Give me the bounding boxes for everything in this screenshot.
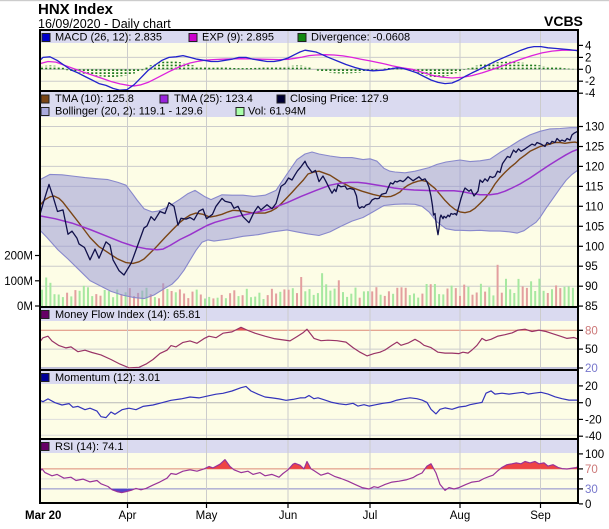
svg-text:105: 105 [585,221,604,233]
svg-text:Apr: Apr [119,510,137,522]
svg-text:0: 0 [585,64,591,76]
svg-text:0: 0 [585,398,591,410]
svg-text:115: 115 [585,181,603,193]
svg-text:70: 70 [585,464,598,476]
svg-text:Jun: Jun [279,510,298,522]
svg-text:85: 85 [585,301,598,313]
svg-text:2: 2 [585,52,591,64]
svg-text:100M: 100M [4,276,33,288]
svg-text:Closing Price: 127.9: Closing Price: 127.9 [290,93,388,105]
svg-text:Momentum (12): 3.01: Momentum (12): 3.01 [55,372,160,384]
svg-text:Aug: Aug [450,510,470,522]
svg-text:-4: -4 [585,88,596,100]
svg-text:Money Flow Index (14): 65.81: Money Flow Index (14): 65.81 [55,309,201,321]
svg-text:20: 20 [585,363,598,375]
svg-text:HNX Index: HNX Index [38,1,114,18]
svg-text:90: 90 [585,281,598,293]
svg-text:110: 110 [585,201,603,213]
svg-text:80: 80 [585,325,598,337]
svg-text:100: 100 [585,241,604,253]
svg-text:TMA (10): 125.8: TMA (10): 125.8 [55,93,134,105]
svg-text:TMA (25): 123.4: TMA (25): 123.4 [174,93,253,105]
svg-text:200M: 200M [4,251,33,263]
svg-text:20: 20 [585,381,598,393]
svg-text:Sep: Sep [530,510,550,522]
svg-text:100: 100 [585,449,604,461]
svg-text:-20: -20 [585,414,602,426]
svg-text:Vol: 61.94M: Vol: 61.94M [248,106,306,118]
svg-text:95: 95 [585,261,598,273]
svg-text:Jul: Jul [363,510,378,522]
svg-text:16/09/2020 - Daily chart: 16/09/2020 - Daily chart [38,17,171,31]
svg-text:50: 50 [585,344,598,356]
svg-text:RSI (14): 74.1: RSI (14): 74.1 [55,441,123,453]
svg-text:VCBS: VCBS [544,13,583,29]
svg-text:-40: -40 [585,431,602,443]
svg-text:30: 30 [585,484,598,496]
svg-text:Mar 20: Mar 20 [25,510,61,522]
svg-text:0: 0 [585,499,591,511]
svg-text:EXP (9): 2.895: EXP (9): 2.895 [202,32,274,44]
svg-text:-2: -2 [585,76,595,88]
svg-text:0M: 0M [17,301,33,313]
svg-text:Divergence: -0.0608: Divergence: -0.0608 [311,32,410,44]
svg-text:125: 125 [585,142,604,154]
svg-text:120: 120 [585,161,604,173]
svg-text:4: 4 [585,40,592,52]
svg-text:MACD (26, 12): 2.835: MACD (26, 12): 2.835 [55,32,162,44]
svg-text:Bollinger (20, 2): 119.1 - 129: Bollinger (20, 2): 119.1 - 129.6 [55,106,203,118]
svg-text:130: 130 [585,122,604,134]
svg-text:May: May [196,510,218,522]
